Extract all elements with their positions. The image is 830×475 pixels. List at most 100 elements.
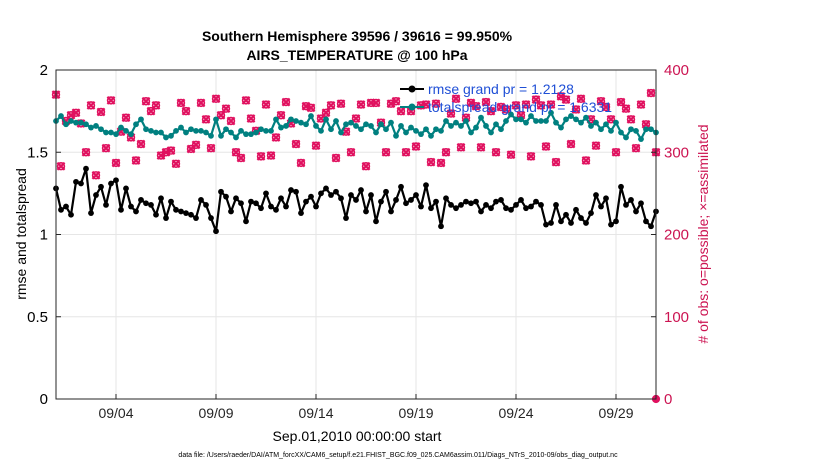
- totalspread-point: [393, 132, 399, 139]
- totalspread-point: [438, 127, 444, 134]
- obs-assimilated-marker: [501, 105, 511, 114]
- obs-assimilated-marker: [66, 110, 76, 120]
- totalspread-point: [528, 113, 534, 119]
- obs-possible-marker: [566, 139, 576, 149]
- rmse-point: [528, 203, 534, 210]
- y-axis-label-left: rmse and totalspread: [13, 168, 29, 300]
- obs-possible-marker: [551, 157, 561, 167]
- totalspread-point: [288, 116, 294, 123]
- obs-assimilated-marker: [621, 104, 631, 114]
- rmse-point: [278, 195, 284, 202]
- obs-assimilated-marker: [556, 91, 566, 101]
- obs-possible-marker: [531, 95, 541, 104]
- rmse-point: [543, 221, 549, 228]
- obs-possible-marker: [151, 101, 161, 110]
- totalspread-point: [103, 129, 109, 136]
- obs-possible-marker: [581, 156, 591, 165]
- obs-possible-marker: [111, 158, 121, 168]
- x-tick-label: 09/14: [298, 405, 333, 421]
- y-tick-label-right: 100: [664, 309, 689, 326]
- obs-possible-marker: [361, 162, 371, 171]
- totalspread-point: [143, 126, 149, 133]
- rmse-point: [153, 211, 159, 218]
- obs-possible-marker: [276, 111, 286, 120]
- totalspread-point: [178, 124, 184, 131]
- totalspread-point: [373, 129, 379, 136]
- legend-spread-label: totalspread grand pr = 1.6331: [428, 99, 612, 115]
- obs-possible-marker: [441, 148, 451, 157]
- obs-possible-marker: [471, 101, 481, 111]
- rmse-point: [203, 201, 209, 208]
- y-tick-label-left: 1: [40, 227, 48, 244]
- obs-assimilated-marker: [626, 114, 636, 124]
- obs-assimilated-marker: [236, 153, 246, 163]
- obs-assimilated-marker: [511, 100, 521, 110]
- rmse-point: [648, 223, 654, 230]
- totalspread-point: [198, 127, 204, 134]
- obs-assimilated-marker: [266, 151, 276, 160]
- obs-assimilated-marker: [576, 94, 586, 104]
- rmse-point: [118, 206, 124, 213]
- rmse-point: [288, 187, 294, 193]
- y-axis-label-right: # of obs: o=possible; ×=assimilated: [695, 124, 711, 343]
- rmse-point: [483, 201, 489, 208]
- rmse-point: [583, 220, 589, 226]
- rmse-point: [563, 211, 569, 218]
- rmse-point: [213, 228, 219, 235]
- rmse-point: [88, 210, 94, 217]
- obs-assimilated-marker: [291, 139, 301, 149]
- obs-possible-marker: [491, 148, 501, 157]
- rmse-point: [443, 195, 449, 202]
- totalspread-point: [328, 126, 334, 133]
- rmse-point: [468, 200, 474, 207]
- totalspread-point: [398, 123, 404, 129]
- x-tick-label: 09/04: [98, 405, 133, 421]
- rmse-point: [513, 201, 519, 208]
- obs-possible-marker: [571, 105, 581, 114]
- rmse-point: [158, 195, 164, 202]
- obs-assimilated-marker: [256, 151, 266, 161]
- totalspread-point: [513, 116, 519, 123]
- rmse-point: [323, 185, 329, 192]
- x-axis-label: Sep.01,2010 00:00:00 start: [273, 428, 442, 444]
- obs-possible-marker: [601, 102, 611, 112]
- rmse-point: [223, 193, 229, 200]
- rmse-point: [533, 198, 539, 205]
- obs-assimilated-marker: [466, 98, 476, 108]
- obs-assimilated-marker: [426, 157, 436, 167]
- totalspread-point: [293, 118, 299, 124]
- obs-possible-marker: [146, 106, 156, 116]
- totalspread-point: [368, 123, 374, 129]
- obs-assimilated-marker: [216, 110, 226, 120]
- rmse-point: [458, 201, 464, 208]
- totalspread-point: [388, 119, 394, 126]
- rmse-point: [68, 211, 74, 218]
- totalspread-point: [208, 132, 214, 139]
- totalspread-point: [108, 129, 114, 136]
- obs-possible-marker: [231, 148, 241, 157]
- totalspread-point: [498, 126, 504, 133]
- totalspread-point: [73, 119, 79, 126]
- rmse-point: [618, 183, 624, 190]
- rmse-point: [403, 200, 409, 207]
- rmse-point: [538, 201, 544, 208]
- rmse-point: [518, 197, 524, 203]
- obs-possible-marker: [181, 106, 191, 116]
- rmse-point: [238, 200, 244, 207]
- obs-assimilated-marker: [646, 88, 656, 98]
- y-tick-label-left: 1.5: [27, 144, 48, 161]
- obs-assimilated-marker: [141, 96, 151, 106]
- totalspread-point: [113, 131, 119, 138]
- obs-assimilated-marker: [296, 158, 306, 168]
- rmse-point: [258, 205, 264, 212]
- totalspread-point: [573, 116, 579, 123]
- rmse-point: [303, 198, 309, 205]
- obs-assimilated-marker: [191, 140, 201, 150]
- obs-possible-marker: [196, 98, 206, 108]
- obs-possible-marker: [211, 94, 221, 103]
- obs-assimilated-marker: [371, 98, 381, 108]
- obs-assimilated-marker: [136, 139, 146, 149]
- obs-assimilated-marker: [641, 119, 651, 129]
- obs-assimilated-marker: [271, 133, 281, 142]
- totalspread-point: [628, 126, 634, 133]
